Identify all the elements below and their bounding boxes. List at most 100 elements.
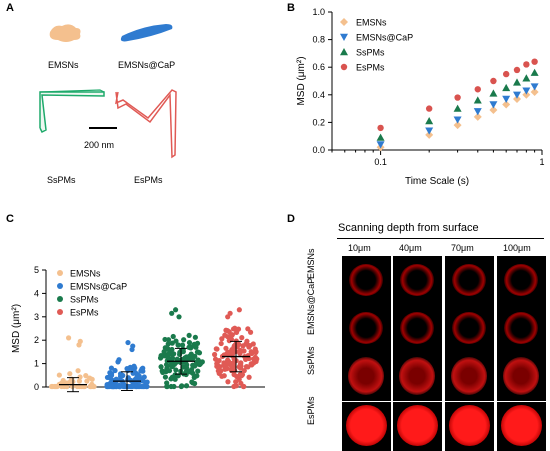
data-point: [169, 340, 175, 346]
data-point: [176, 314, 182, 320]
data-point: [502, 100, 511, 109]
data-point: [231, 383, 237, 390]
emsns-particle-image: [49, 24, 81, 42]
emsns-cap-particle-image: [120, 24, 173, 42]
legend-marker: [340, 18, 348, 26]
depth-label: 10μm: [348, 243, 371, 253]
fluorescence-signal: [349, 312, 383, 344]
data-point: [224, 351, 230, 357]
confocal-image: [393, 352, 442, 401]
data-point: [530, 88, 539, 97]
data-point: [51, 383, 58, 390]
data-point: [453, 116, 462, 124]
series-EMSNs@CaP: [376, 83, 539, 149]
data-point: [170, 333, 176, 340]
data-point: [115, 359, 121, 365]
data-point: [215, 364, 221, 371]
data-point: [164, 383, 170, 390]
data-point: [118, 372, 124, 378]
data-point: [425, 105, 433, 112]
data-point: [236, 376, 242, 383]
legend-label: SsPMs: [356, 48, 385, 58]
data-point: [83, 373, 89, 379]
data-point: [241, 368, 247, 374]
data-point: [165, 353, 171, 360]
data-point: [109, 383, 115, 390]
espms-label: EsPMs: [134, 175, 163, 185]
data-point: [169, 310, 175, 316]
data-point: [245, 326, 251, 332]
data-point: [248, 349, 254, 355]
y-tick-label: 3: [34, 312, 39, 322]
confocal-image: [342, 256, 391, 305]
legend-marker: [57, 270, 63, 276]
data-point: [246, 374, 252, 380]
series-EsPMs: [377, 58, 538, 132]
data-point: [243, 363, 250, 370]
data-point: [216, 357, 222, 364]
fluorescence-signal: [400, 264, 434, 296]
data-point: [502, 83, 511, 92]
data-point: [490, 77, 497, 85]
data-point: [169, 355, 176, 361]
data-point: [168, 383, 174, 390]
data-point: [212, 351, 218, 358]
fluorescence-signal: [449, 405, 490, 446]
data-point: [244, 338, 250, 344]
data-point: [522, 87, 531, 95]
confocal-image: [393, 304, 442, 353]
data-point: [218, 340, 224, 347]
data-point: [60, 377, 66, 384]
data-point: [194, 340, 201, 346]
legend-label: EsPMs: [356, 63, 385, 73]
data-point: [107, 375, 113, 381]
data-point: [229, 352, 235, 359]
data-point: [453, 121, 462, 130]
data-point: [124, 366, 130, 372]
data-point: [239, 335, 245, 341]
series-SsPMs: [376, 68, 539, 141]
legend-label: EMSNs@CaP: [70, 282, 127, 292]
panel-d-title-rule: [337, 238, 544, 239]
legend-label: EMSNs: [70, 269, 101, 279]
panel-b-msd-line-chart: 0.0 0.2 0.4 0.6 0.8 1.0 0.1 1 Time Scale (s) MSD …: [296, 7, 545, 187]
data-point: [172, 307, 179, 313]
data-point: [530, 83, 539, 91]
sample-row-label: EMSNs: [306, 248, 316, 279]
data-point: [87, 383, 93, 390]
data-point: [239, 372, 246, 378]
series-EsPMs: [212, 307, 260, 390]
data-point: [376, 141, 385, 149]
data-point: [425, 117, 434, 125]
y-axis-label: MSD (μm²): [11, 304, 22, 353]
data-point: [173, 367, 179, 373]
confocal-image: [497, 256, 546, 305]
data-point: [192, 334, 198, 340]
data-point: [531, 58, 538, 65]
panel-d-letter: D: [287, 213, 295, 225]
data-point: [183, 383, 190, 389]
data-point: [489, 89, 498, 97]
data-point: [512, 78, 521, 86]
data-point: [512, 94, 521, 103]
data-point: [189, 379, 195, 385]
y-axis-label: MSD (μm²): [296, 56, 307, 105]
y-tick-label: 1: [34, 359, 39, 369]
emsns-cap-label: EMSNs@CaP: [118, 60, 176, 70]
confocal-image: [445, 304, 494, 353]
legend-marker: [340, 63, 348, 71]
data-point: [65, 335, 72, 341]
data-point: [168, 376, 174, 382]
data-point: [140, 383, 146, 390]
panel-c-msd-dot-plot: 0 1 2 3 4 5 MSD (μm²) EMSNs EMSNs@CaP SsPMs EsPMs: [11, 265, 265, 393]
data-point: [425, 130, 434, 139]
espms-particle-image: [115, 89, 177, 159]
data-point: [454, 94, 461, 101]
data-point: [453, 104, 462, 112]
data-point: [502, 70, 510, 78]
data-point: [253, 349, 259, 356]
data-point: [254, 356, 260, 362]
legend-label: EMSNs: [356, 18, 387, 28]
sspms-particle-image: [39, 91, 105, 134]
data-point: [238, 360, 244, 366]
